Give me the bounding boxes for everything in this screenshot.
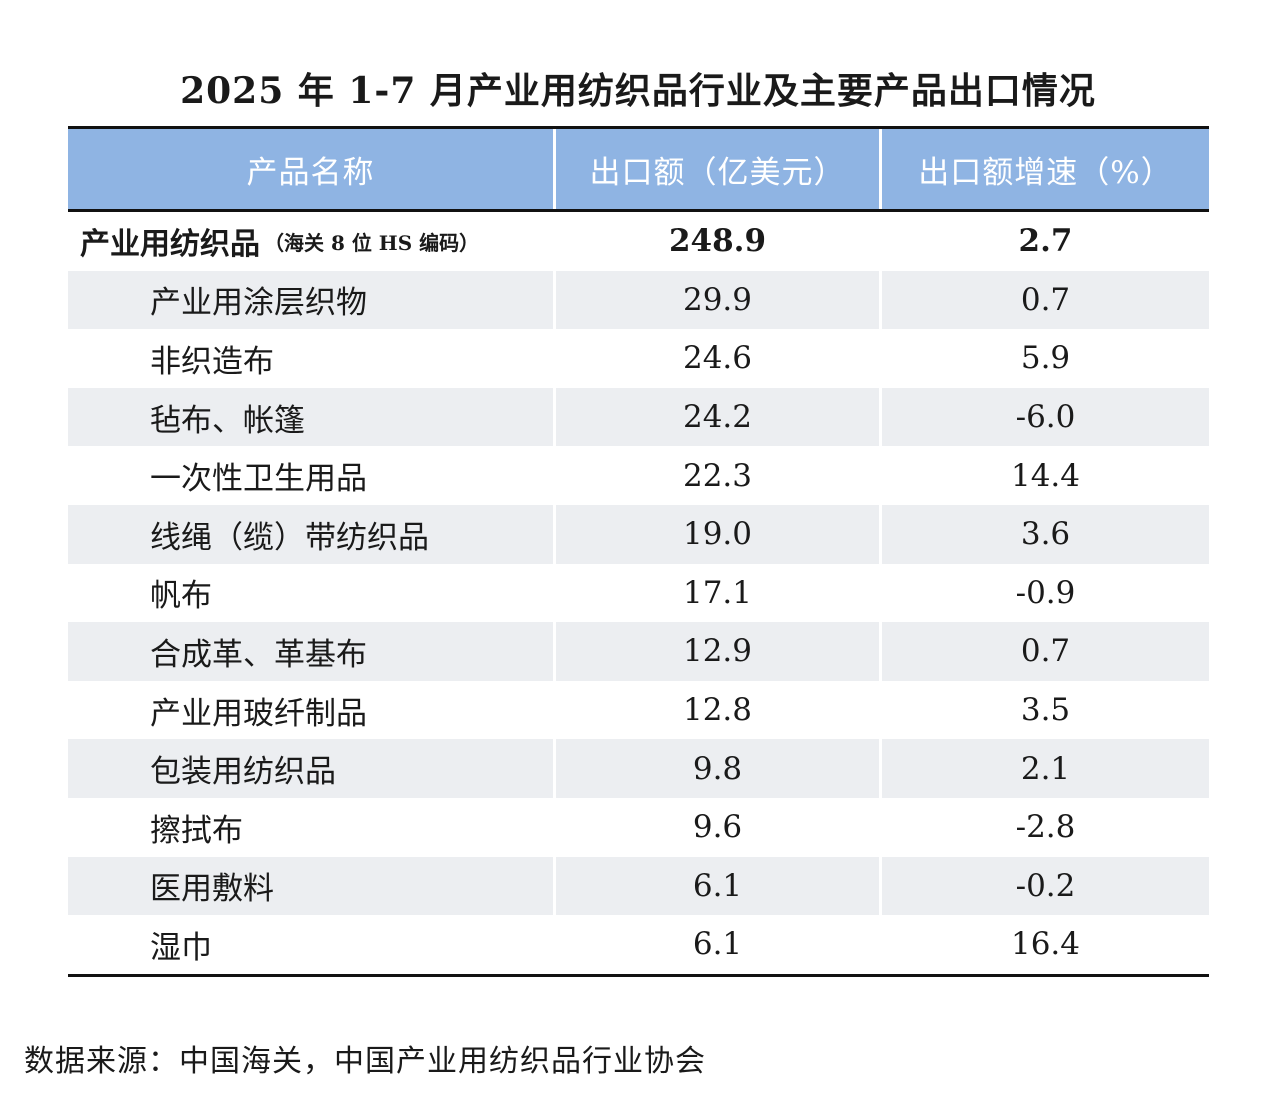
export-value: 24.2 [553, 387, 879, 447]
product-name: 产业用涂层织物 [68, 270, 553, 330]
product-name: 医用敷料 [68, 856, 553, 916]
total-growth: 2.7 [879, 212, 1209, 271]
export-value: 12.8 [553, 680, 879, 740]
header-export-growth: 出口额增速（%） [879, 129, 1209, 209]
export-value: 6.1 [553, 856, 879, 916]
export-growth: 14.4 [879, 446, 1209, 505]
product-name: 线绳（缆）带纺织品 [68, 504, 553, 564]
total-export: 248.9 [553, 212, 879, 271]
product-name: 湿巾 [150, 929, 212, 966]
export-value: 9.6 [553, 797, 879, 857]
table-row: 包装用纺织品 9.8 2.1 [68, 739, 1209, 798]
table-title: 2025 年 1-7 月产业用纺织品行业及主要产品出口情况 [180, 70, 1096, 112]
export-growth: 3.6 [879, 504, 1209, 564]
product-name: 毡布、帐篷 [68, 387, 553, 447]
table-row: 线绳（缆）带纺织品 19.0 3.6 [68, 504, 1209, 564]
export-growth: 2.1 [879, 739, 1209, 798]
product-name: 擦拭布 [150, 812, 243, 849]
table-bottom-rule [68, 973, 1209, 977]
export-growth: 3.5 [879, 680, 1209, 740]
export-growth: 0.7 [879, 622, 1209, 681]
product-name: 包装用纺织品 [68, 739, 553, 798]
table-row: 医用敷料 6.1 -0.2 [68, 856, 1209, 916]
total-name-cell: 产业用纺织品 （海关 8 位 HS 编码） [68, 212, 553, 271]
export-growth: 16.4 [879, 915, 1209, 974]
product-name: 合成革、革基布 [68, 622, 553, 681]
table-header-rule [68, 209, 1209, 212]
table-row: 一次性卫生用品 22.3 14.4 [68, 446, 1209, 505]
export-value: 12.9 [553, 622, 879, 681]
table-row-total: 产业用纺织品 （海关 8 位 HS 编码） 248.9 2.7 [68, 212, 1209, 271]
total-note: （海关 8 位 HS 编码） [264, 230, 480, 255]
table-row: 非织造布 24.6 5.9 [68, 329, 1209, 388]
export-value: 9.8 [553, 739, 879, 798]
total-name: 产业用纺织品 [80, 227, 260, 263]
export-growth: 0.7 [879, 270, 1209, 330]
table-row: 湿巾 6.1 16.4 [68, 915, 1209, 974]
export-growth: -2.8 [879, 797, 1209, 857]
export-growth: 5.9 [879, 329, 1209, 388]
export-growth: -0.9 [879, 563, 1209, 623]
export-value: 22.3 [553, 446, 879, 505]
header-export-value: 出口额（亿美元） [553, 129, 879, 209]
export-value: 6.1 [553, 915, 879, 974]
table-row: 产业用玻纤制品 12.8 3.5 [68, 680, 1209, 740]
product-name: 产业用玻纤制品 [150, 695, 367, 732]
export-value: 19.0 [553, 504, 879, 564]
product-name: 帆布 [150, 578, 212, 615]
product-name: 一次性卫生用品 [150, 461, 367, 498]
table-top-rule [68, 126, 1209, 129]
export-growth: -0.2 [879, 856, 1209, 916]
table-row: 擦拭布 9.6 -2.8 [68, 797, 1209, 857]
table-header-row: 产品名称 出口额（亿美元） 出口额增速（%） [68, 129, 1209, 209]
table-row: 毡布、帐篷 24.2 -6.0 [68, 387, 1209, 447]
product-name: 非织造布 [150, 343, 274, 380]
export-growth: -6.0 [879, 387, 1209, 447]
table-row: 产业用涂层织物 29.9 0.7 [68, 270, 1209, 330]
export-value: 24.6 [553, 329, 879, 388]
export-value: 17.1 [553, 563, 879, 623]
header-product-name: 产品名称 [68, 129, 553, 209]
data-source-note: 数据来源：中国海关，中国产业用纺织品行业协会 [24, 1044, 706, 1079]
export-value: 29.9 [553, 270, 879, 330]
table-row: 合成革、革基布 12.9 0.7 [68, 622, 1209, 681]
table-row: 帆布 17.1 -0.9 [68, 563, 1209, 623]
export-table: 产品名称 出口额（亿美元） 出口额增速（%） 产业用纺织品 （海关 8 位 HS … [68, 126, 1209, 977]
